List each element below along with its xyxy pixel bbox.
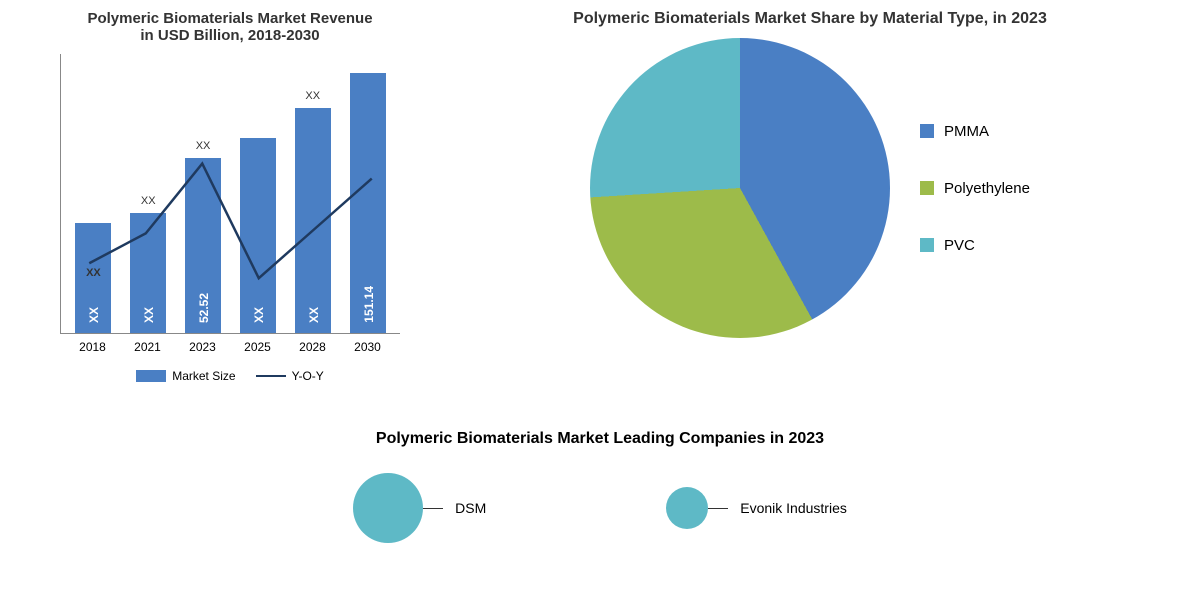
bar-2021: XXXX	[130, 213, 166, 333]
company-name-label: DSM	[455, 500, 486, 516]
pie-chart-title: Polymeric Biomaterials Market Share by M…	[560, 10, 1060, 28]
pie-graphic	[590, 38, 890, 338]
pie-swatch-icon	[920, 181, 934, 195]
bar-2025: XX	[240, 138, 276, 333]
bar-value-label: XX	[142, 307, 156, 323]
company-name-label: Evonik Industries	[740, 500, 847, 516]
x-tick-label: 2018	[75, 340, 111, 354]
bar-top-label: XX	[196, 140, 211, 152]
companies-title: Polymeric Biomaterials Market Leading Co…	[376, 430, 824, 448]
pie-legend-label: PVC	[944, 237, 975, 254]
x-tick-label: 2023	[185, 340, 221, 354]
pie-chart-legend: PMMA Polyethylene PVC	[920, 123, 1030, 254]
bar-swatch-icon	[136, 370, 166, 382]
bar-2023: XX52.52	[185, 158, 221, 333]
bar-value-label: XX	[307, 307, 321, 323]
x-tick-label: 2030	[350, 340, 386, 354]
bar-value-label: 151.14	[362, 286, 376, 323]
pie-legend-item: PMMA	[920, 123, 1030, 140]
companies-row: DSM Evonik Industries	[353, 473, 847, 543]
pie-legend-item: Polyethylene	[920, 180, 1030, 197]
pie-legend-label: Polyethylene	[944, 180, 1030, 197]
bar-mid-label: XX	[86, 267, 101, 279]
company-bubble-icon	[353, 473, 423, 543]
revenue-bar-chart: Polymeric Biomaterials Market Revenue in…	[40, 10, 420, 410]
leader-line-icon	[708, 508, 728, 509]
company-item: Evonik Industries	[666, 487, 847, 529]
bar-chart-title: Polymeric Biomaterials Market Revenue in…	[80, 10, 380, 44]
bars-group: XXXXXXXXXX52.52XXXXXX151.14	[61, 54, 400, 333]
bar-top-label: XX	[141, 195, 156, 207]
bar-2018: XX XX	[75, 223, 111, 333]
company-bubble-icon	[666, 487, 708, 529]
x-tick-label: 2021	[130, 340, 166, 354]
pie-legend-item: PVC	[920, 237, 1030, 254]
bar-2030: 151.14	[350, 73, 386, 333]
pie-swatch-icon	[920, 238, 934, 252]
leading-companies-section: Polymeric Biomaterials Market Leading Co…	[40, 430, 1160, 543]
infographic-container: Polymeric Biomaterials Market Revenue in…	[0, 0, 1200, 600]
bar-2028: XXXX	[295, 108, 331, 333]
bar-value-label: 52.52	[197, 293, 211, 323]
company-item: DSM	[353, 473, 486, 543]
line-swatch-icon	[256, 375, 286, 377]
x-tick-label: 2028	[295, 340, 331, 354]
legend-market-size: Market Size	[136, 369, 235, 383]
pie-legend-label: PMMA	[944, 123, 989, 140]
legend-yoy: Y-O-Y	[256, 369, 324, 383]
top-charts-row: Polymeric Biomaterials Market Revenue in…	[40, 10, 1160, 410]
leader-line-icon	[423, 508, 443, 509]
x-tick-label: 2025	[240, 340, 276, 354]
bar-chart-legend: Market Size Y-O-Y	[136, 369, 324, 383]
bar-value-label: XX	[252, 307, 266, 323]
bar-chart-plot-area: XXXXXXXXXX52.52XXXXXX151.14	[60, 54, 400, 334]
market-share-pie-chart: Polymeric Biomaterials Market Share by M…	[460, 10, 1160, 410]
bar-chart-x-axis: 2018 2021 2023 2025 2028 2030	[60, 340, 400, 354]
legend-bar-label: Market Size	[172, 369, 235, 383]
pie-chart-content: PMMA Polyethylene PVC	[590, 38, 1030, 338]
bar-value-label: XX	[87, 307, 101, 323]
legend-line-label: Y-O-Y	[292, 369, 324, 383]
bar-top-label: XX	[305, 90, 320, 102]
pie-swatch-icon	[920, 124, 934, 138]
